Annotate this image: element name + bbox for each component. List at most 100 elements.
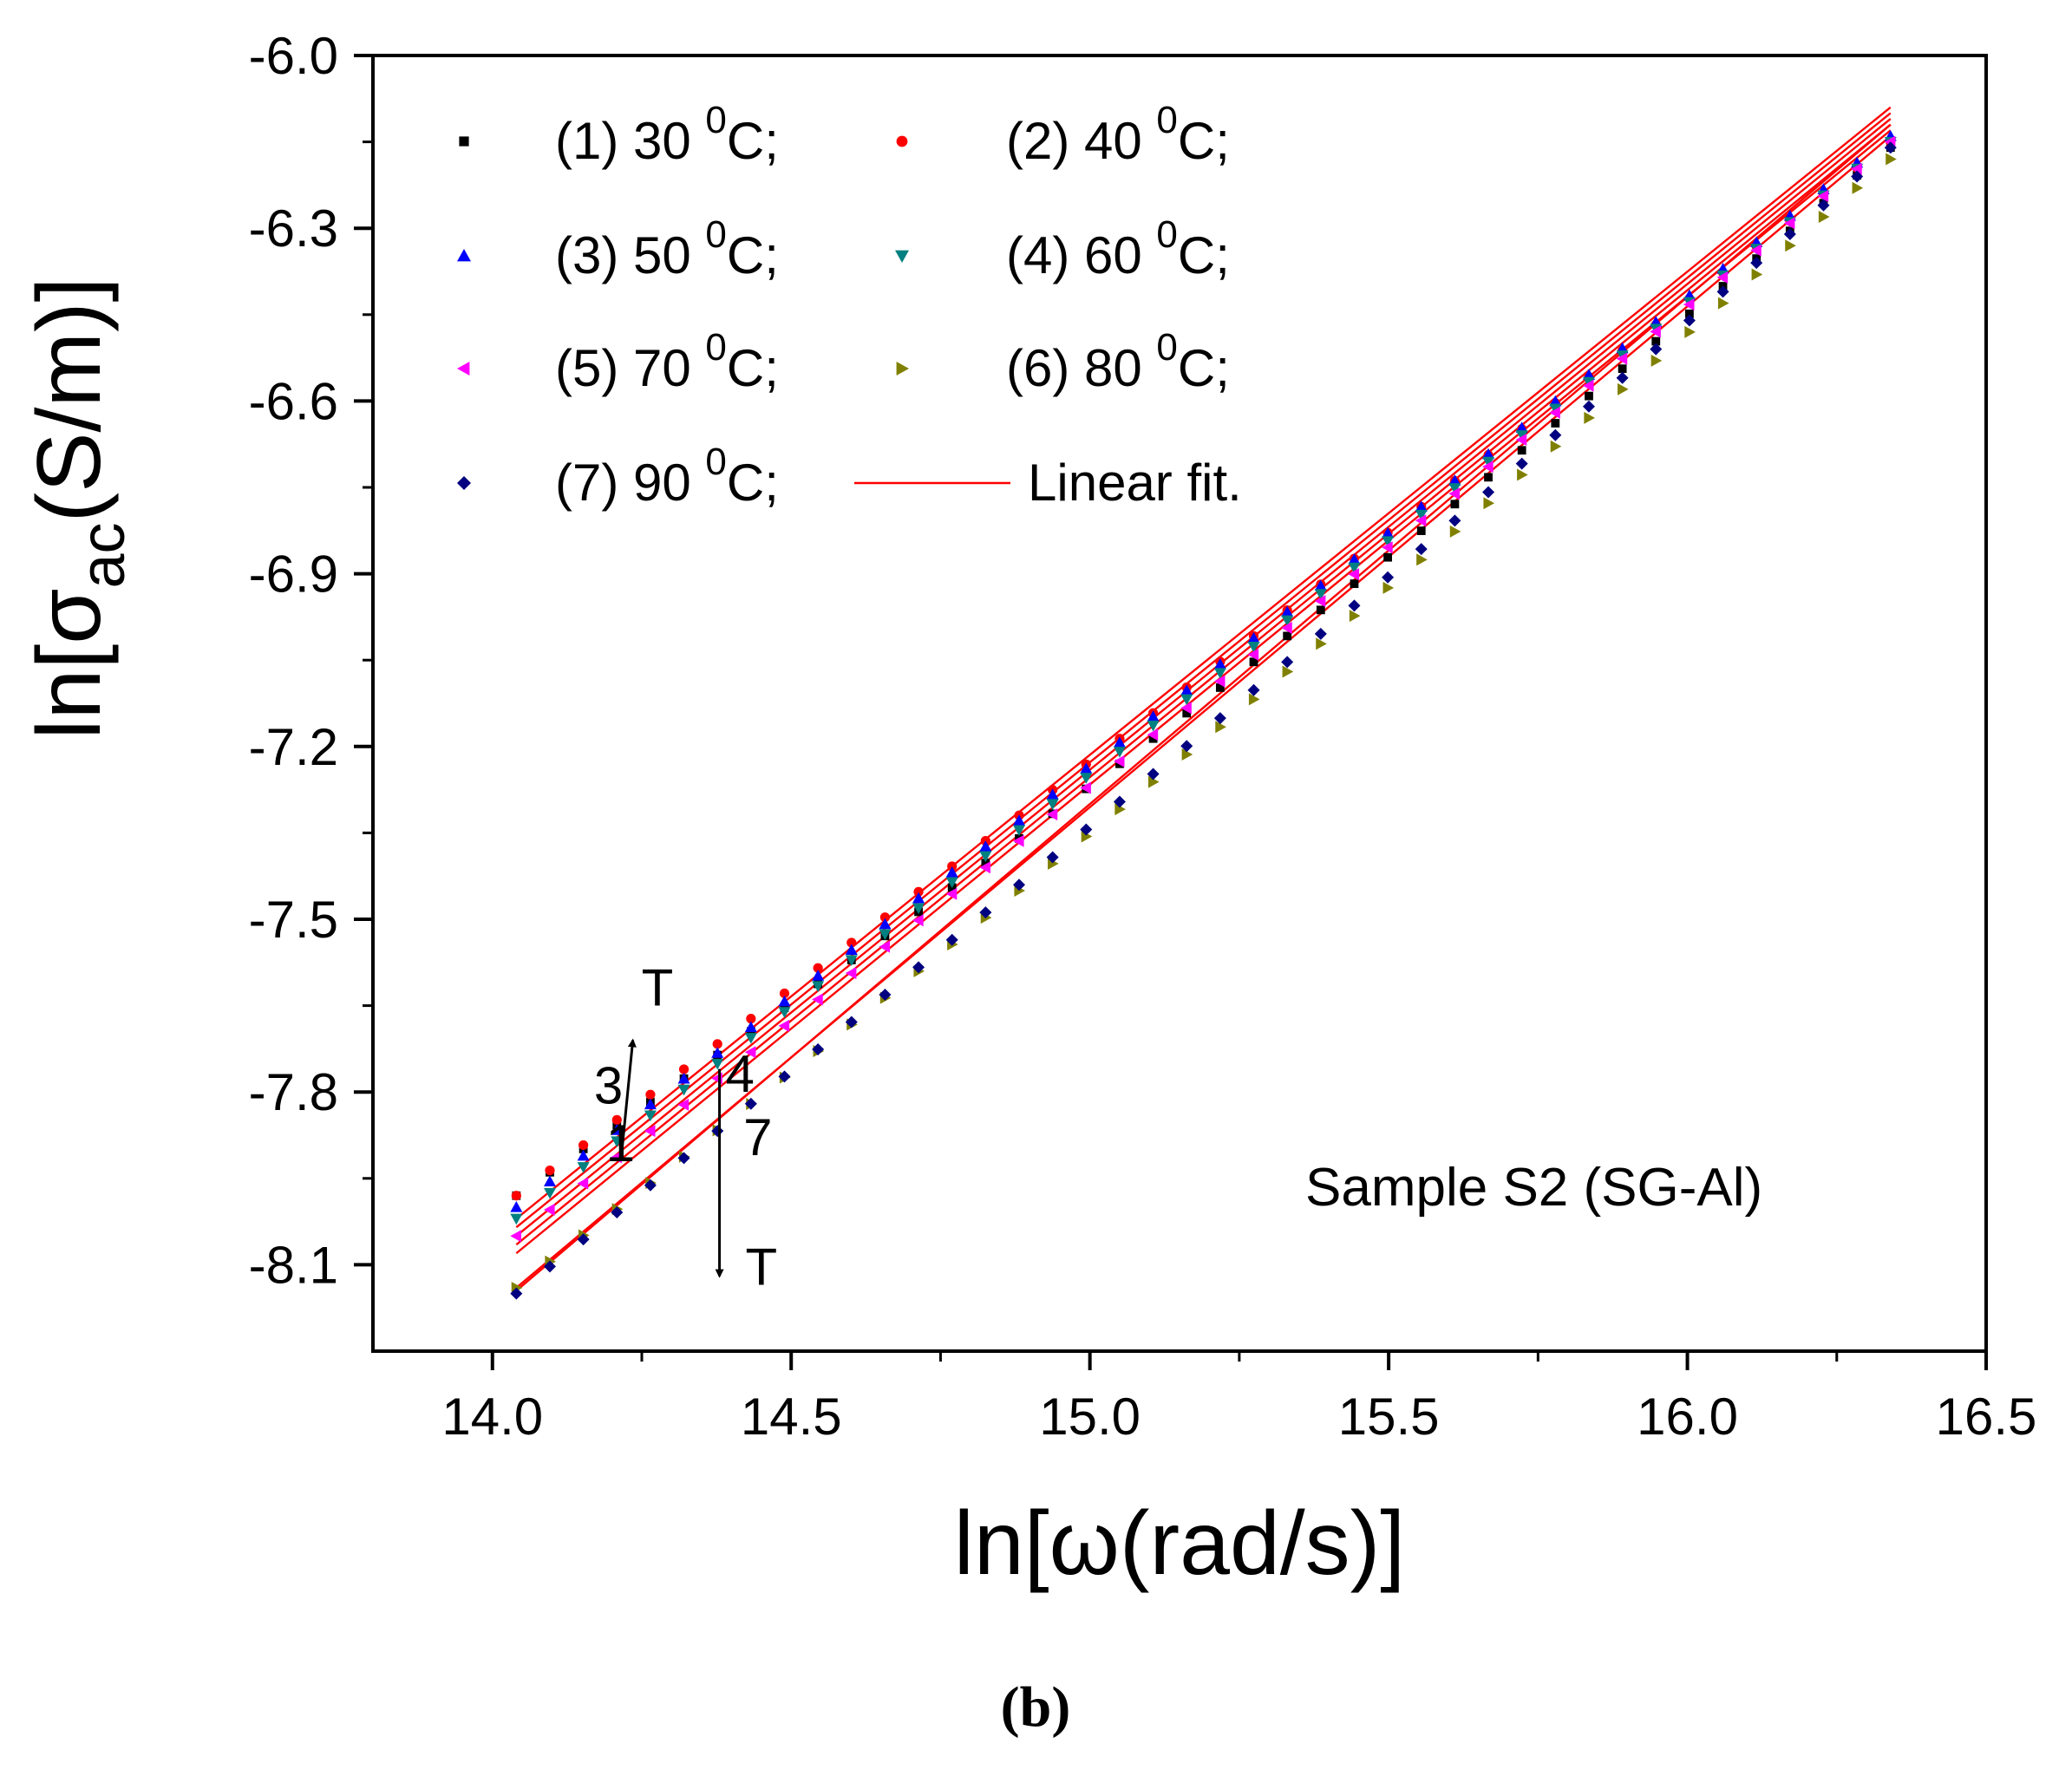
- y-axis-title-subscript: ac: [69, 522, 138, 588]
- data-point: [1616, 371, 1629, 384]
- legend-item-6: (6) 80 0C;: [896, 326, 1230, 397]
- data-point: [879, 929, 892, 941]
- data-point: [1416, 553, 1428, 566]
- data-point: [945, 865, 958, 878]
- data-point: [1148, 734, 1158, 743]
- legend-item-5: (5) 70 0C;: [457, 326, 779, 397]
- data-point: [1080, 762, 1093, 774]
- data-point: [1180, 684, 1193, 696]
- data-point: [1416, 526, 1426, 535]
- data-point: [1013, 814, 1026, 826]
- data-point: [1852, 181, 1864, 194]
- data-point: [543, 1203, 555, 1216]
- legend-item-2: (2) 40 0C;: [896, 99, 1230, 170]
- y-tick-label: -6.9: [249, 545, 338, 604]
- data-point: [1716, 271, 1729, 284]
- data-point: [979, 840, 992, 852]
- legend-item-4: (4) 60 0C;: [895, 213, 1230, 284]
- y-axis-title-suffix: (S/m)]: [19, 277, 120, 522]
- data-point: [1817, 199, 1830, 212]
- data-point: [510, 1213, 523, 1225]
- data-point: [879, 940, 891, 953]
- y-tick-label: -7.8: [249, 1063, 338, 1121]
- data-point: [1415, 543, 1428, 556]
- y-tick-label: -7.2: [249, 718, 338, 776]
- data-point: [1482, 486, 1495, 499]
- data-point: [1282, 665, 1294, 678]
- data-point: [1515, 434, 1527, 447]
- data-point: [611, 1136, 624, 1147]
- data-point: [1549, 406, 1560, 419]
- data-point: [779, 988, 790, 999]
- data-point: [1582, 369, 1595, 380]
- data-point: [1213, 658, 1226, 669]
- data-point: [1314, 627, 1327, 640]
- data-point: [1013, 878, 1026, 892]
- data-point: [1113, 736, 1126, 748]
- data-point: [1249, 657, 1258, 667]
- plot-frame: [371, 54, 1988, 1353]
- data-point: [1147, 710, 1160, 722]
- data-point: [1785, 239, 1796, 252]
- legend-label: (2) 40 0C;: [1006, 99, 1230, 170]
- data-point: [746, 1014, 756, 1024]
- data-point: [1448, 487, 1460, 500]
- data-point: [1046, 799, 1059, 810]
- data-point: [1717, 297, 1729, 310]
- data-point: [510, 1230, 521, 1243]
- data-point: [1382, 541, 1393, 554]
- data-point: [1348, 568, 1360, 581]
- data-point: [912, 892, 925, 904]
- data-point: [1549, 428, 1562, 441]
- y-tick-label: -6.6: [249, 372, 338, 430]
- data-point: [1482, 460, 1494, 474]
- legend-item-7: (7) 90 0C;: [457, 441, 779, 512]
- data-point: [1382, 526, 1395, 539]
- data-point: [510, 1287, 523, 1300]
- data-point: [1618, 382, 1629, 395]
- data-point: [1314, 589, 1327, 600]
- legend-label: (7) 90 0C;: [555, 441, 779, 512]
- data-point: [1684, 325, 1696, 338]
- data-point: [1549, 395, 1562, 407]
- data-point: [945, 933, 958, 946]
- data-point: [1281, 605, 1294, 617]
- data-point: [1248, 693, 1260, 706]
- data-point: [778, 1019, 790, 1032]
- data-point: [1683, 298, 1695, 311]
- data-point: [1247, 631, 1260, 643]
- data-point: [1013, 834, 1024, 847]
- legend-label-fit: Linear fit.: [1028, 454, 1242, 512]
- data-point: [611, 1124, 624, 1135]
- data-point: [1348, 553, 1361, 565]
- data-point: [577, 1177, 589, 1190]
- data-point: [1080, 823, 1093, 836]
- data-point: [1482, 447, 1495, 460]
- data-point: [1181, 748, 1193, 761]
- series-7: [510, 141, 1897, 1300]
- data-point: [879, 918, 892, 930]
- data-point: [1281, 621, 1292, 634]
- data-point: [611, 1114, 622, 1125]
- y-tick-label: -7.5: [249, 891, 338, 949]
- data-point: [543, 1187, 556, 1199]
- data-point: [511, 1191, 521, 1201]
- data-point: [845, 967, 857, 980]
- legend-item-3: (3) 50 0C;: [457, 213, 779, 284]
- y-tick-label: -6.0: [249, 27, 338, 85]
- data-point: [1886, 153, 1897, 166]
- data-point: [644, 1098, 657, 1110]
- data-point: [1650, 354, 1663, 367]
- data-point: [577, 1149, 590, 1161]
- data-point: [846, 937, 857, 948]
- data-point: [1350, 579, 1359, 588]
- data-point: [1515, 457, 1528, 470]
- data-point: [1750, 244, 1762, 257]
- data-point: [1113, 754, 1125, 767]
- fit-line-fit-3: [515, 112, 1892, 1229]
- data-point: [577, 1162, 590, 1173]
- data-point: [845, 1016, 858, 1029]
- data-point: [1551, 419, 1560, 428]
